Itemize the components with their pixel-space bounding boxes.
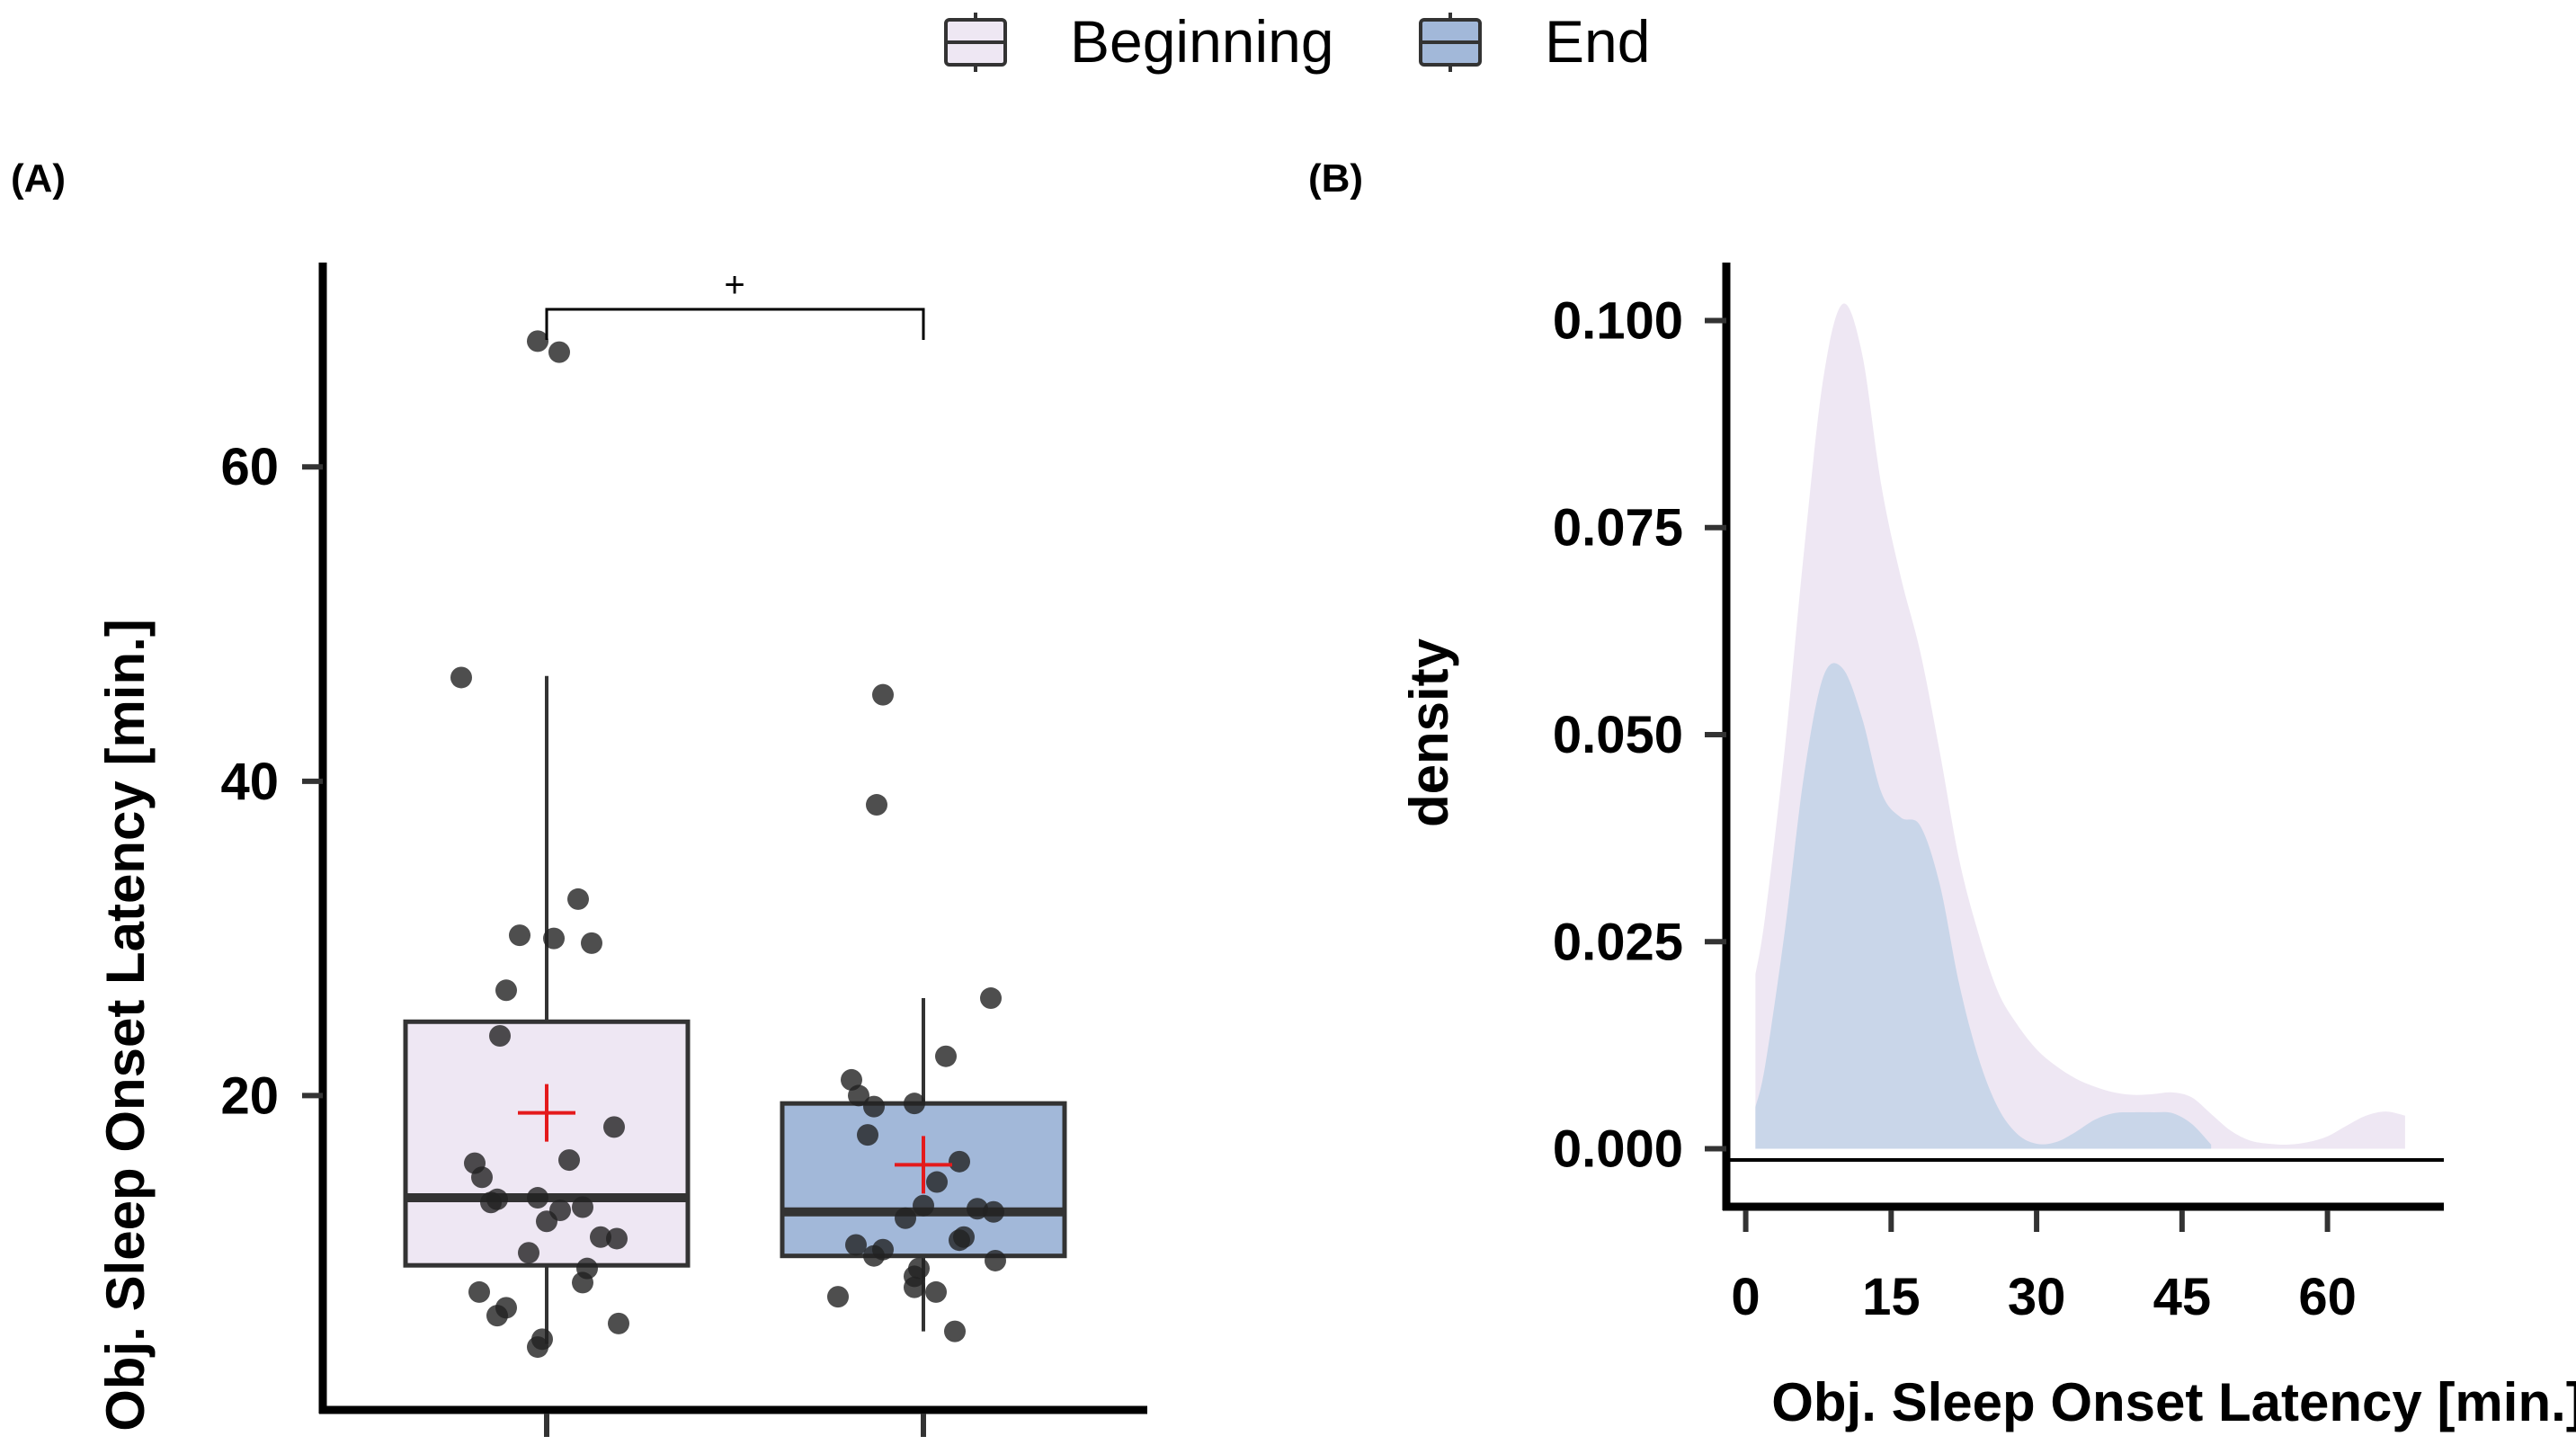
panel-b-x-tick-label: 30 [2008, 1268, 2066, 1326]
legend-label-end: End [1545, 8, 1650, 75]
data-point-beginning [536, 1210, 557, 1233]
panel-b-x-axis-title: Obj. Sleep Onset Latency [min.] [1771, 1372, 2576, 1432]
data-point-beginning [489, 1024, 511, 1047]
panel-b-tag: (B) [1308, 156, 1363, 201]
legend-item-beginning[interactable]: Beginning [944, 8, 1334, 75]
panel-a: (A) Obj. Sleep Onset Latency [min.] 20 40… [11, 156, 1147, 1437]
panel-b-x-tick-label: 0 [1731, 1268, 1760, 1326]
data-point-beginning [572, 1196, 593, 1218]
panel-b-x-tick-label: 60 [2298, 1268, 2357, 1326]
panel-b-y-tick-label: 0.100 [1553, 291, 1683, 350]
data-point-end [926, 1171, 948, 1193]
data-point-beginning [543, 927, 565, 950]
data-point-end [857, 1124, 878, 1146]
panel-b-x-tick-label: 15 [1862, 1268, 1921, 1326]
data-point-end [863, 1095, 885, 1118]
data-point-beginning [608, 1312, 629, 1334]
data-point-end [985, 1249, 1006, 1271]
panel-b-y-tick-label: 0.075 [1553, 499, 1683, 558]
panel-a-tag: (A) [11, 156, 66, 201]
panel-b-y-tick-label: 0.050 [1553, 706, 1683, 764]
data-point-beginning [468, 1280, 490, 1303]
data-point-beginning [480, 1191, 502, 1214]
data-point-end [904, 1093, 925, 1115]
panel-b-y-tick-label: 0.000 [1553, 1120, 1683, 1179]
panel-a-y-axis-title: Obj. Sleep Onset Latency [min.] [95, 619, 156, 1432]
data-point-end [949, 1150, 970, 1173]
data-point-beginning [558, 1149, 580, 1172]
data-point-beginning [450, 666, 472, 689]
data-point-end [872, 683, 894, 706]
data-point-beginning [509, 924, 530, 947]
data-point-beginning [581, 932, 602, 954]
data-point-beginning [495, 979, 517, 1002]
mean-marker-beginning [518, 1084, 575, 1142]
panel-b-y-tick-label: 0.025 [1553, 913, 1683, 971]
data-point-end [935, 1045, 957, 1067]
data-point-end [845, 1234, 867, 1256]
legend: Beginning End [944, 8, 1650, 75]
panel-a-y-tick-label: 60 [220, 438, 279, 496]
data-point-end [904, 1276, 925, 1298]
legend-item-end[interactable]: End [1419, 8, 1650, 75]
mean-marker-end [895, 1136, 952, 1194]
data-point-end [925, 1280, 947, 1303]
data-point-beginning [567, 888, 589, 910]
data-point-beginning [486, 1305, 508, 1327]
data-point-beginning [527, 1336, 548, 1359]
significance-bracket: + [545, 265, 925, 340]
density-area-end [1755, 663, 2212, 1149]
data-point-end [944, 1320, 966, 1342]
data-point-beginning [527, 330, 548, 352]
data-point-beginning [603, 1116, 625, 1138]
panel-b: (B) density Obj. Sleep Onset Latency [mi… [1308, 156, 2576, 1432]
data-point-beginning [548, 341, 570, 363]
data-point-end [913, 1194, 934, 1217]
panel-b-x-tick-label: 45 [2153, 1268, 2212, 1326]
data-point-end [863, 1244, 885, 1267]
data-point-end [827, 1286, 849, 1308]
data-point-end [967, 1198, 988, 1220]
data-point-beginning [590, 1226, 611, 1248]
data-point-end [983, 1200, 1004, 1223]
panel-b-y-axis-title: density [1399, 638, 1459, 827]
data-point-beginning [518, 1242, 539, 1264]
data-point-beginning [572, 1271, 593, 1294]
panel-a-y-tick-label: 20 [220, 1066, 279, 1125]
significance-marker: + [724, 265, 744, 305]
data-point-beginning [606, 1227, 628, 1250]
data-point-end [895, 1207, 916, 1229]
data-point-end [980, 987, 1002, 1010]
legend-label-beginning: Beginning [1070, 8, 1334, 75]
data-point-end [949, 1229, 970, 1252]
panel-a-y-tick-label: 40 [220, 753, 279, 811]
data-point-end [866, 794, 887, 816]
data-point-beginning [471, 1166, 493, 1189]
data-point-beginning [527, 1187, 548, 1209]
data-point-end [848, 1084, 869, 1107]
